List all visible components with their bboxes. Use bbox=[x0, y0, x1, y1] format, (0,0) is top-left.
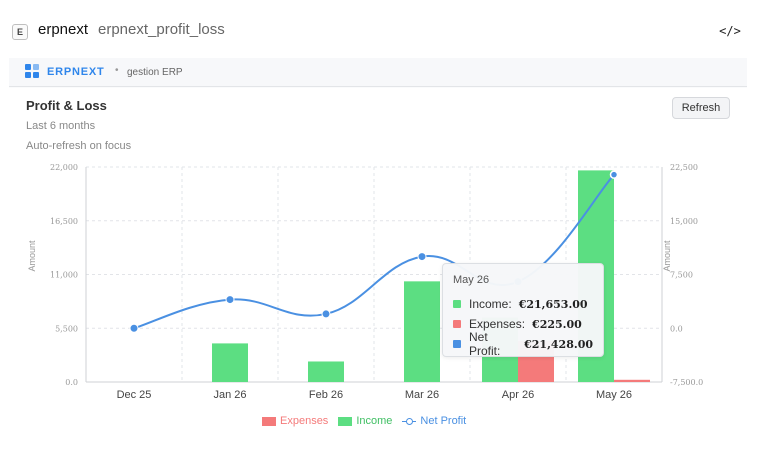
card-title: Profit & Loss bbox=[26, 98, 107, 113]
x-tick-label: Dec 25 bbox=[117, 389, 152, 401]
net-profit-point bbox=[609, 170, 619, 179]
brand-grid-icon bbox=[25, 64, 39, 78]
tooltip-value: €21,653.00 bbox=[518, 297, 588, 311]
brand-tagline: gestion ERP bbox=[127, 67, 183, 78]
tooltip-label: Expenses: bbox=[469, 317, 526, 331]
tooltip-title: May 26 bbox=[453, 274, 490, 286]
x-tick-label: May 26 bbox=[596, 389, 632, 401]
y-tick-right: 15,000 bbox=[670, 217, 698, 226]
brand-bar: ERPNEXT • gestion ERP bbox=[9, 58, 747, 87]
tooltip-label: Income: bbox=[469, 297, 512, 311]
net-profit-point bbox=[321, 309, 331, 319]
x-tick-label: Apr 26 bbox=[502, 389, 534, 401]
income-swatch bbox=[453, 300, 461, 308]
tooltip-label: Net Profit: bbox=[469, 330, 501, 358]
x-tick-label: Feb 26 bbox=[309, 389, 343, 401]
net-profit-point bbox=[225, 295, 235, 305]
y-tick-left: 5,500 bbox=[55, 324, 78, 333]
refresh-button[interactable]: Refresh bbox=[672, 97, 730, 119]
legend-item-income[interactable]: Income bbox=[338, 415, 392, 427]
legend-swatch-net-profit bbox=[402, 417, 417, 426]
y-tick-left: 0.0 bbox=[65, 378, 78, 387]
chart-tooltip: May 26 Income: €21,653.00 Expenses: €225… bbox=[442, 263, 604, 358]
y-tick-right: 22,500 bbox=[670, 163, 698, 172]
app-badge-icon: E bbox=[12, 24, 28, 40]
net-profit-point bbox=[129, 323, 139, 333]
y-tick-right: 7,500 bbox=[670, 271, 693, 280]
x-tick-label: Jan 26 bbox=[213, 389, 246, 401]
y-tick-right: 0.0 bbox=[670, 324, 683, 333]
income-bar bbox=[212, 343, 248, 382]
legend-label: Expenses bbox=[280, 415, 329, 427]
y-tick-left: 22,000 bbox=[50, 163, 78, 172]
auto-refresh-note: Auto-refresh on focus bbox=[26, 140, 132, 152]
y-tick-right: -7,500.0 bbox=[670, 378, 703, 387]
brand-separator: • bbox=[115, 65, 119, 76]
tooltip-row-net-profit: Net Profit: €21,428.00 bbox=[453, 330, 593, 358]
expenses-swatch bbox=[453, 320, 461, 328]
net-profit-point bbox=[417, 252, 427, 262]
y-axis-right-title: Amount bbox=[662, 240, 672, 272]
legend-label: Income bbox=[356, 415, 393, 427]
chart-legend: Expenses Income Net Profit bbox=[262, 413, 476, 429]
legend-item-net-profit[interactable]: Net Profit bbox=[402, 415, 466, 427]
y-tick-left: 16,500 bbox=[50, 217, 78, 226]
y-axis-left-title: Amount bbox=[27, 240, 37, 272]
legend-item-expenses[interactable]: Expenses bbox=[262, 415, 328, 427]
y-tick-left: 11,000 bbox=[50, 271, 78, 280]
legend-swatch-expenses bbox=[262, 416, 276, 426]
tooltip-value: €21,428.00 bbox=[524, 337, 593, 351]
net-profit-swatch bbox=[453, 340, 461, 348]
legend-label: Net Profit bbox=[420, 415, 467, 427]
legend-swatch-income bbox=[338, 416, 353, 426]
tooltip-row-expenses: Expenses: €225.00 bbox=[453, 314, 593, 334]
top-bar: E erpnext erpnext_profit_loss </> bbox=[0, 0, 759, 58]
income-bar bbox=[308, 361, 344, 382]
expenses-bar bbox=[614, 379, 650, 382]
profit-loss-card: Profit & Loss Last 6 months Auto-refresh… bbox=[9, 88, 747, 446]
x-tick-label: Mar 26 bbox=[405, 389, 439, 401]
tooltip-row-income: Income: €21,653.00 bbox=[453, 294, 593, 314]
page-name: erpnext_profit_loss bbox=[98, 21, 225, 38]
app-name: erpnext bbox=[38, 21, 89, 38]
code-view-icon[interactable]: </> bbox=[719, 24, 741, 38]
income-bar bbox=[404, 281, 440, 382]
tooltip-value: €225.00 bbox=[532, 317, 582, 331]
brand-name: ERPNEXT bbox=[47, 66, 105, 78]
card-range: Last 6 months bbox=[26, 120, 96, 132]
